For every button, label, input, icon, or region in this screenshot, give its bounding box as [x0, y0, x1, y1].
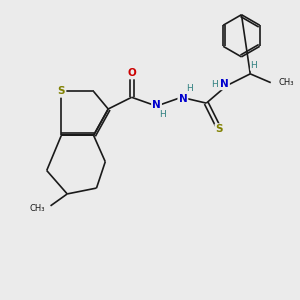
Text: H: H [250, 61, 257, 70]
Text: S: S [216, 124, 223, 134]
Text: H: H [160, 110, 166, 119]
Text: N: N [152, 100, 161, 110]
Text: O: O [127, 68, 136, 78]
Text: N: N [178, 94, 187, 104]
Text: S: S [58, 86, 65, 96]
Text: N: N [220, 79, 229, 89]
Text: CH₃: CH₃ [279, 78, 294, 87]
Text: CH₃: CH₃ [29, 204, 45, 213]
Text: H: H [186, 84, 193, 93]
Text: H: H [211, 80, 218, 88]
